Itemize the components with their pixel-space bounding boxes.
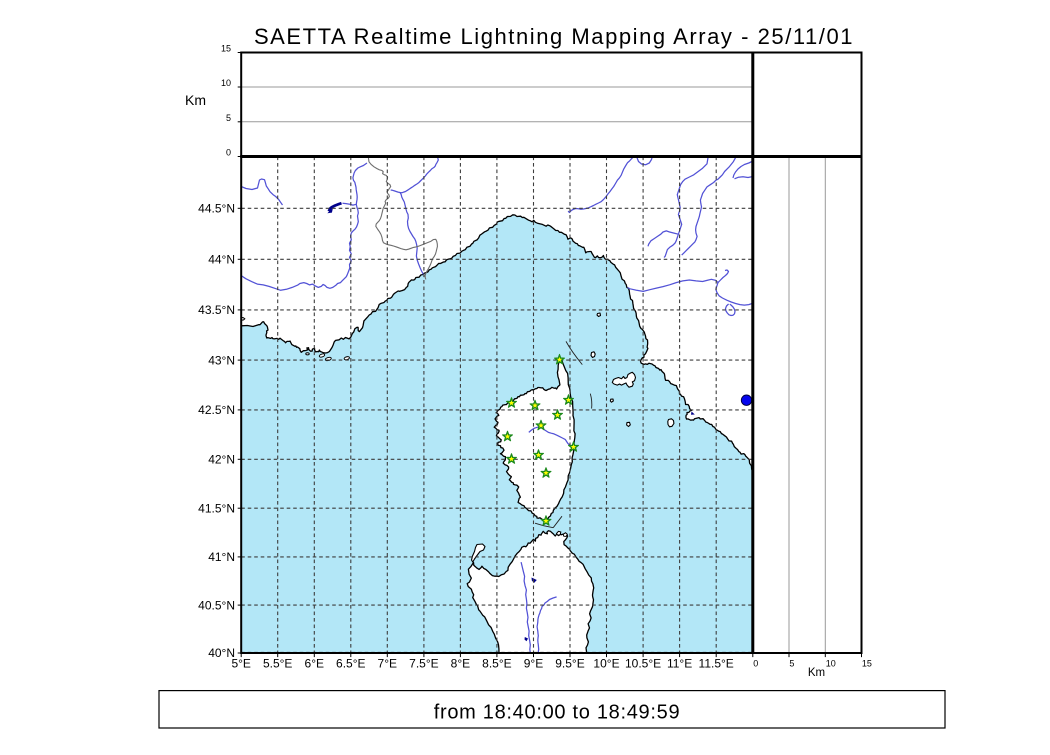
svg-text:5: 5 xyxy=(789,659,794,669)
svg-text:7.5°E: 7.5°E xyxy=(409,657,438,671)
svg-text:43°N: 43°N xyxy=(208,353,235,367)
svg-text:SAETTA Realtime Lightning Mapp: SAETTA Realtime Lightning Mapping Array … xyxy=(254,24,854,49)
svg-text:0: 0 xyxy=(753,659,758,669)
svg-text:11°E: 11°E xyxy=(667,657,692,671)
svg-text:41°N: 41°N xyxy=(208,550,235,564)
svg-text:9.5°E: 9.5°E xyxy=(555,657,584,671)
svg-text:44.5°N: 44.5°N xyxy=(198,202,235,216)
svg-text:5.5°E: 5.5°E xyxy=(263,657,292,671)
svg-text:9°E: 9°E xyxy=(524,657,543,671)
svg-text:from 18:40:00 to 18:49:59: from 18:40:00 to 18:49:59 xyxy=(434,702,681,724)
svg-text:10°E: 10°E xyxy=(593,657,619,671)
svg-text:42°N: 42°N xyxy=(208,453,235,467)
svg-text:8.5°E: 8.5°E xyxy=(482,657,511,671)
svg-text:42.5°N: 42.5°N xyxy=(198,403,235,417)
svg-text:6°E: 6°E xyxy=(305,657,324,671)
svg-text:10: 10 xyxy=(826,659,836,669)
svg-text:11.5°E: 11.5°E xyxy=(699,657,734,671)
svg-text:5°E: 5°E xyxy=(231,657,250,671)
svg-text:43.5°N: 43.5°N xyxy=(198,303,235,317)
svg-text:8°E: 8°E xyxy=(451,657,470,671)
svg-text:44°N: 44°N xyxy=(208,253,235,267)
svg-text:40°N: 40°N xyxy=(208,646,235,660)
svg-text:40.5°N: 40.5°N xyxy=(198,598,235,612)
svg-text:5: 5 xyxy=(226,113,231,123)
svg-text:Km: Km xyxy=(185,92,206,108)
svg-text:15: 15 xyxy=(862,659,872,669)
svg-text:10: 10 xyxy=(221,78,231,88)
svg-text:10.5°E: 10.5°E xyxy=(625,657,661,671)
svg-text:7°E: 7°E xyxy=(378,657,397,671)
svg-text:41.5°N: 41.5°N xyxy=(198,501,235,515)
svg-text:Km: Km xyxy=(808,667,825,679)
svg-text:6.5°E: 6.5°E xyxy=(336,657,365,671)
svg-text:15: 15 xyxy=(221,44,231,54)
svg-text:0: 0 xyxy=(226,148,231,158)
